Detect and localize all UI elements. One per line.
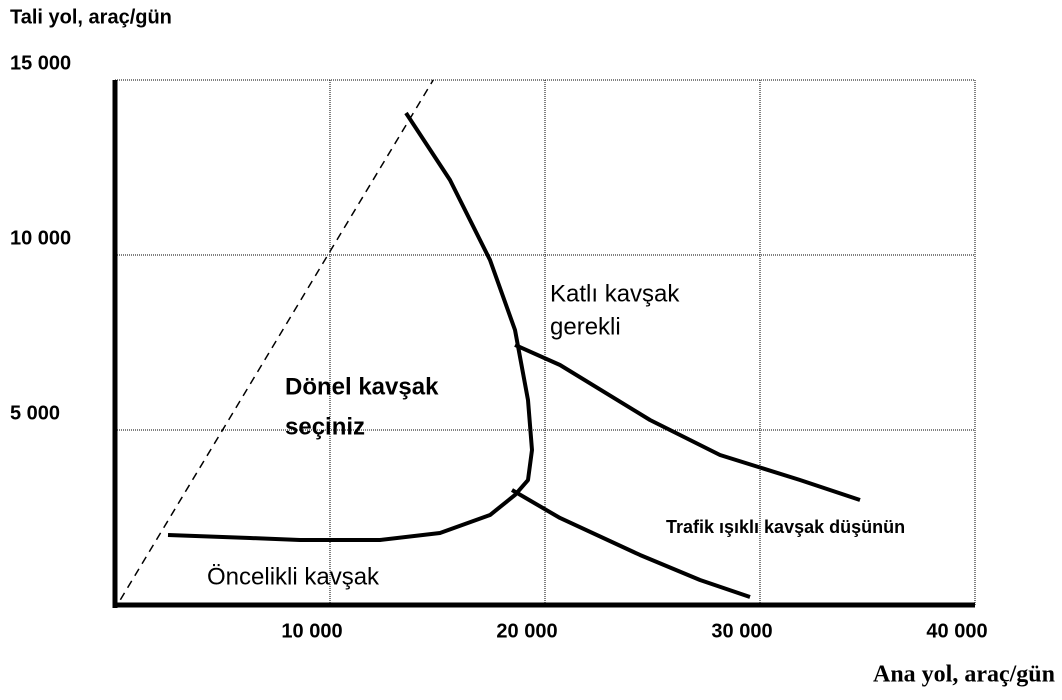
curve <box>119 79 434 601</box>
x-tick-label: 30 000 <box>711 620 772 642</box>
curve <box>510 488 751 599</box>
annotation: seçiniz <box>285 413 365 440</box>
curve <box>514 343 861 502</box>
x-tick-label: 40 000 <box>926 620 987 642</box>
annotation: Katlı kavşak <box>550 280 680 307</box>
y-tick-label: 10 000 <box>10 227 71 249</box>
annotation: Trafik ışıklı kavşak düşünün <box>666 517 905 537</box>
annotation: gerekli <box>550 313 621 340</box>
y-tick-label: 15 000 <box>10 52 71 74</box>
y-tick-label: 5 000 <box>10 402 60 424</box>
annotation: Öncelikli kavşak <box>207 563 380 590</box>
x-axis-label: Ana yol, araç/gün <box>873 662 1055 688</box>
annotation: Dönel kavşak <box>285 373 439 400</box>
x-tick-label: 10 000 <box>281 620 342 642</box>
y-axis-label: Tali yol, araç/gün <box>10 6 172 28</box>
curve <box>167 111 534 543</box>
x-tick-label: 20 000 <box>496 620 557 642</box>
